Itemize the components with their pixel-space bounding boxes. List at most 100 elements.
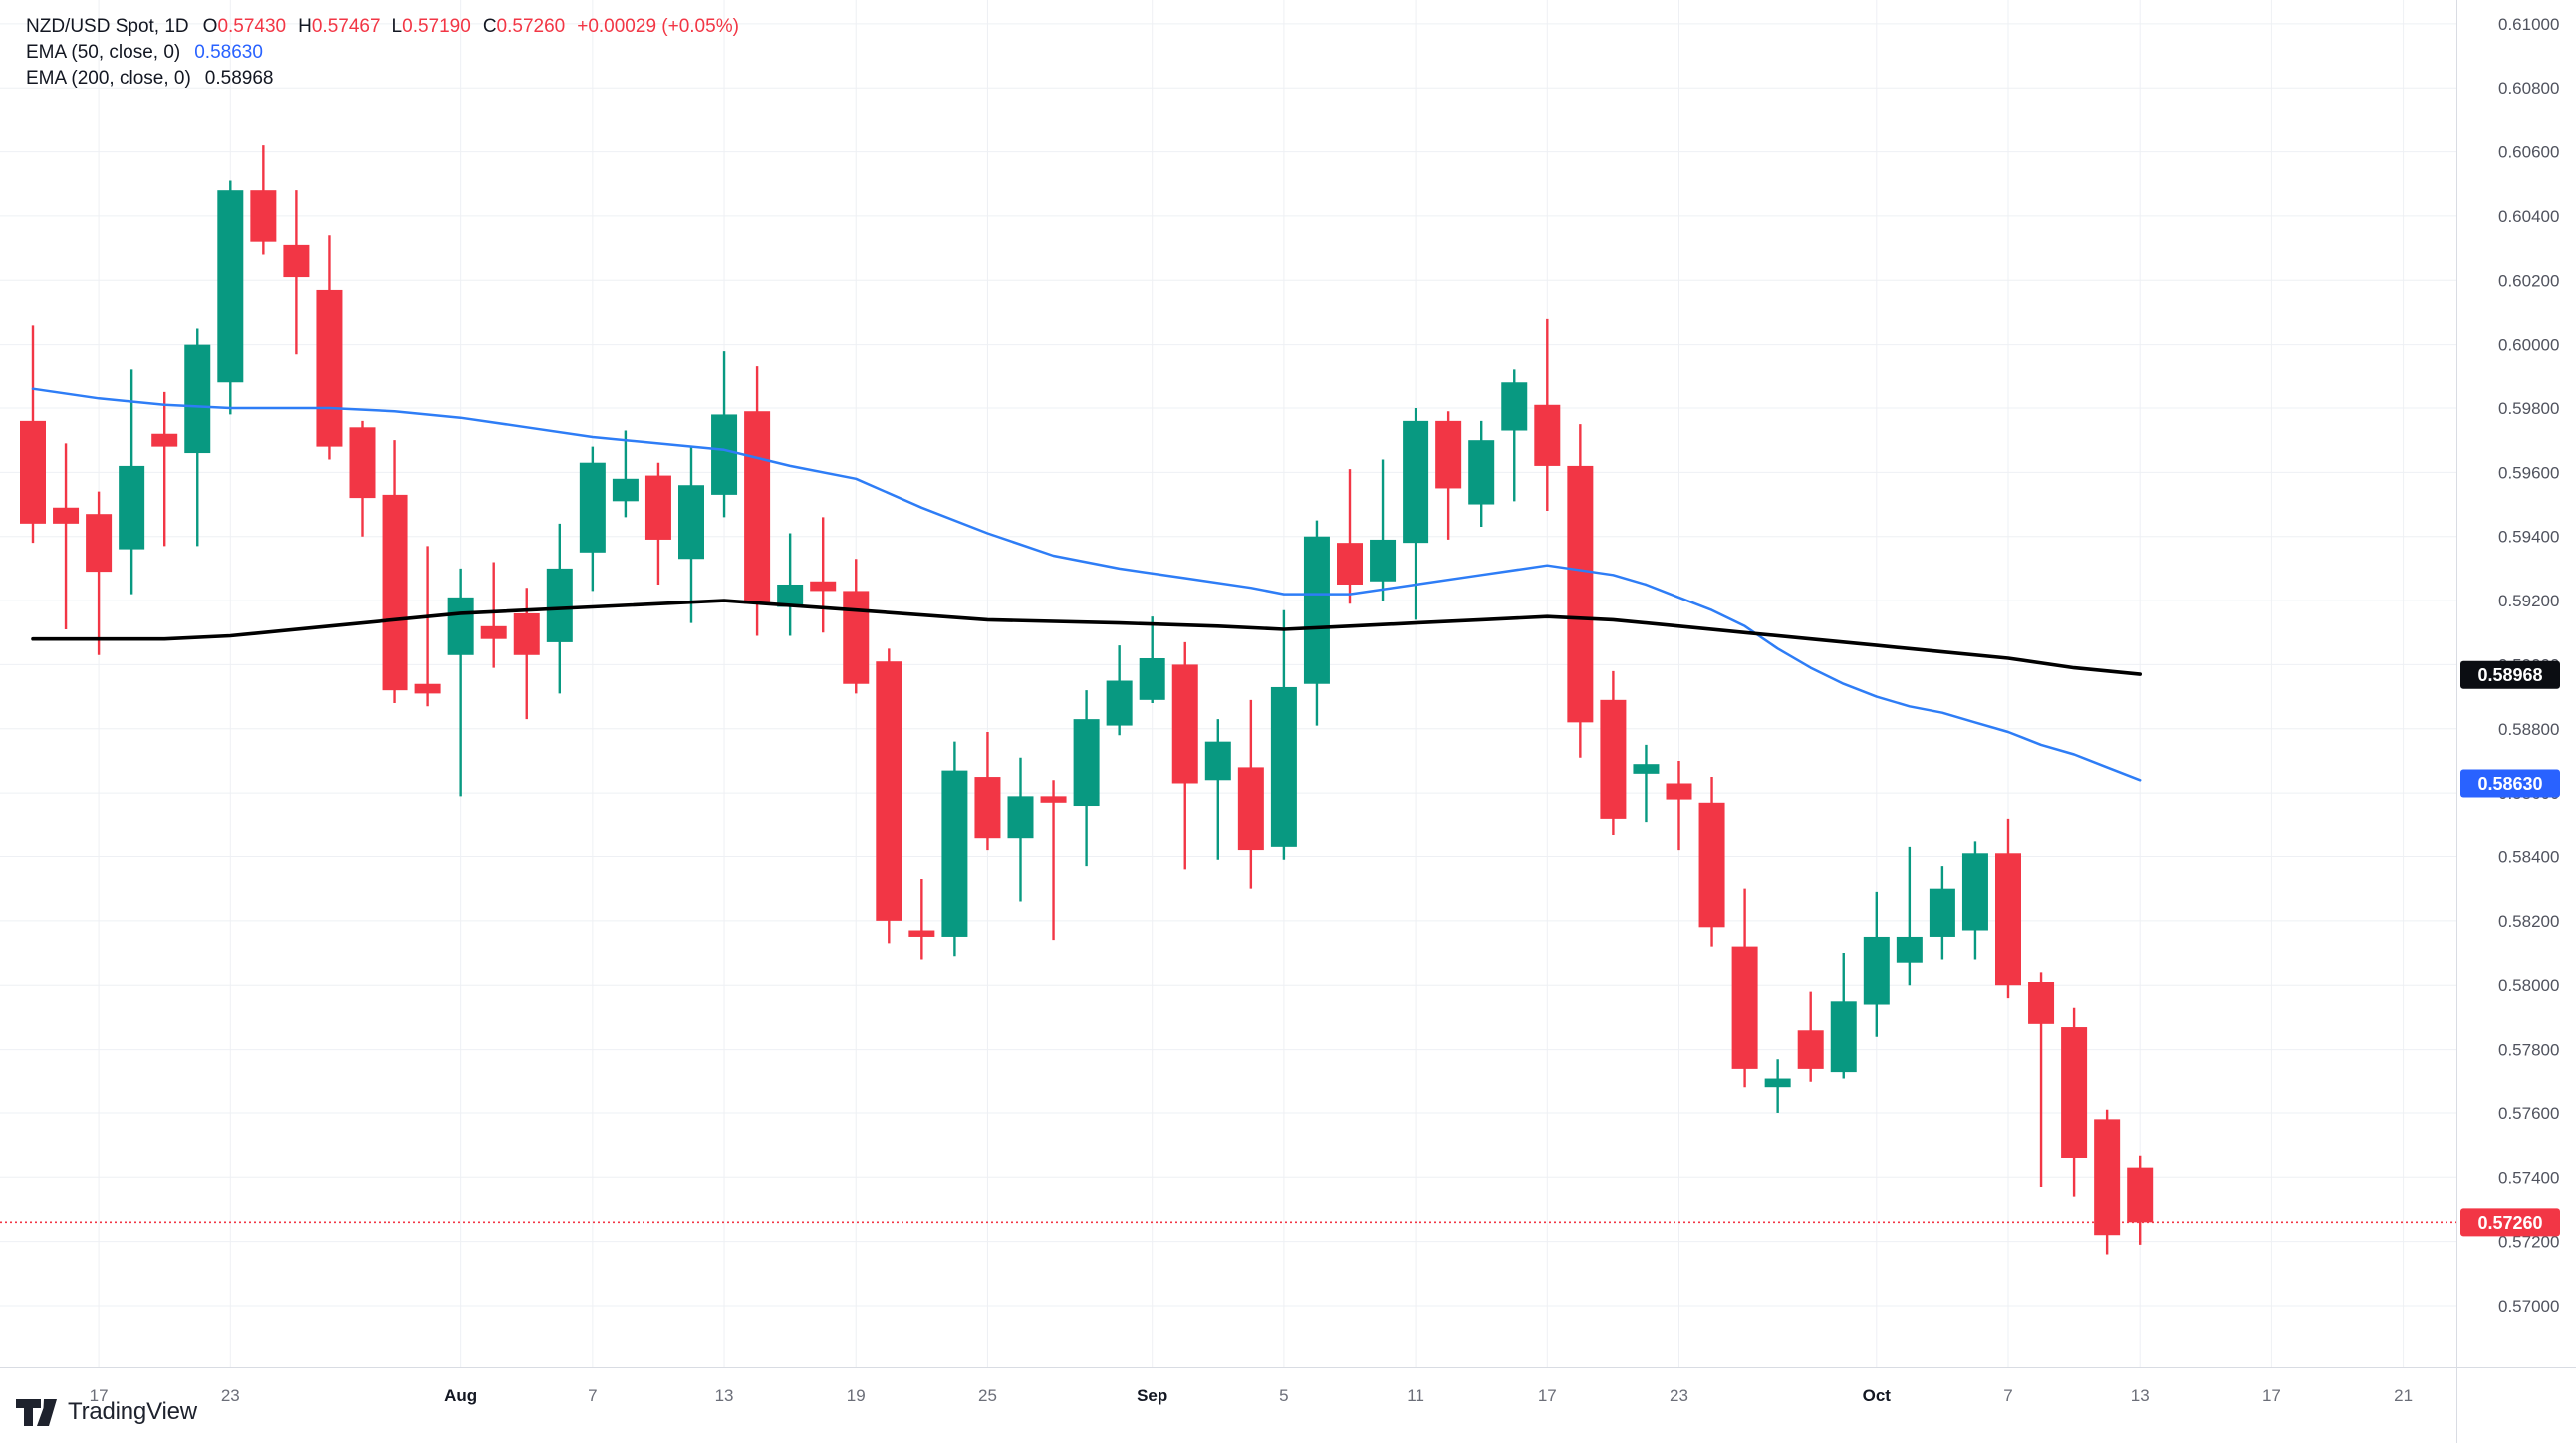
- candle: [250, 145, 277, 255]
- candle: [1337, 469, 1363, 604]
- candle: [777, 533, 804, 636]
- ema200-legend-row[interactable]: EMA (200, close, 0) 0.58968: [26, 66, 739, 92]
- candle: [711, 351, 738, 518]
- ema200-line: [31, 599, 2142, 676]
- candle: [20, 325, 46, 544]
- candle: [843, 559, 870, 694]
- svg-text:23: 23: [1670, 1386, 1688, 1405]
- open-value: 0.57430: [217, 16, 287, 37]
- candle: [1270, 609, 1297, 860]
- symbol-legend-row[interactable]: NZD/USD Spot, 1D O0.57430 H0.57467 L0.57190…: [26, 14, 739, 40]
- svg-text:25: 25: [978, 1386, 997, 1405]
- tradingview-wordmark: TradingView: [68, 1398, 197, 1425]
- candle: [1600, 670, 1627, 835]
- svg-text:0.57200: 0.57200: [2498, 1233, 2559, 1252]
- low-value: 0.57190: [402, 16, 471, 37]
- svg-text:21: 21: [2394, 1386, 2413, 1405]
- svg-text:7: 7: [588, 1386, 597, 1405]
- candle: [2028, 972, 2055, 1187]
- candle: [1731, 888, 1758, 1088]
- svg-text:11: 11: [1407, 1386, 1424, 1405]
- candle: [1237, 699, 1264, 889]
- svg-text:Oct: Oct: [1863, 1386, 1892, 1405]
- svg-text:0.59400: 0.59400: [2498, 528, 2559, 547]
- candle: [414, 546, 441, 707]
- candle: [2061, 1007, 2088, 1197]
- candle: [1139, 616, 1165, 704]
- candle: [1403, 408, 1429, 620]
- svg-text:7: 7: [2003, 1386, 2012, 1405]
- ema50-value: 0.58630: [194, 42, 263, 63]
- candle: [1435, 411, 1462, 540]
- candle: [1303, 520, 1330, 726]
- high-value: 0.57467: [311, 16, 381, 37]
- svg-text:5: 5: [1279, 1386, 1288, 1405]
- svg-text:0.60600: 0.60600: [2498, 143, 2559, 162]
- candle: [1073, 690, 1100, 867]
- candle: [513, 588, 540, 720]
- svg-text:0.58800: 0.58800: [2498, 720, 2559, 739]
- candles-layer: [20, 145, 2154, 1255]
- candle: [349, 420, 376, 537]
- open-label: O: [202, 16, 218, 37]
- candle: [1007, 757, 1034, 902]
- candle: [876, 648, 902, 944]
- svg-text:0.60400: 0.60400: [2498, 207, 2559, 226]
- candle: [1106, 645, 1133, 736]
- candle: [151, 391, 178, 547]
- price-badges: 0.58968 0.58630 0.57260: [2460, 660, 2560, 1237]
- candle: [1830, 953, 1857, 1079]
- last-price-badge: 0.57260: [2460, 1208, 2560, 1237]
- ema50-label: EMA (50, close, 0): [26, 42, 181, 63]
- svg-text:0.59200: 0.59200: [2498, 592, 2559, 610]
- svg-text:Sep: Sep: [1137, 1386, 1167, 1405]
- svg-text:0.60800: 0.60800: [2498, 79, 2559, 98]
- ema200-label: EMA (200, close, 0): [26, 68, 191, 89]
- svg-text:0.58968: 0.58968: [2477, 665, 2542, 685]
- candle: [644, 462, 671, 585]
- candle: [2127, 1155, 2154, 1245]
- candle: [316, 235, 343, 460]
- candle: [86, 491, 113, 655]
- svg-text:0.60200: 0.60200: [2498, 271, 2559, 290]
- candle: [744, 366, 771, 636]
- candle: [1204, 719, 1231, 860]
- svg-text:Aug: Aug: [444, 1386, 477, 1405]
- ema50-legend-row[interactable]: EMA (50, close, 0) 0.58630: [26, 40, 739, 66]
- close-label: C: [482, 16, 497, 37]
- tradingview-icon: [16, 1398, 57, 1426]
- svg-text:0.57000: 0.57000: [2498, 1297, 2559, 1316]
- svg-text:13: 13: [2131, 1386, 2150, 1405]
- candle: [941, 741, 968, 957]
- symbol-title: NZD/USD Spot, 1D: [26, 16, 189, 37]
- candle: [53, 443, 80, 630]
- ema200-badge: 0.58968: [2460, 660, 2560, 689]
- candle: [480, 562, 507, 668]
- candle: [1171, 641, 1198, 870]
- svg-text:13: 13: [715, 1386, 734, 1405]
- ema50-badge: 0.58630: [2460, 769, 2560, 798]
- candle: [1863, 891, 1890, 1037]
- candle: [908, 879, 935, 960]
- time-axis[interactable]: 17 23 Aug 7 13 19 25 Sep 5 11 17 23 Oct 7 13 17 21: [90, 1386, 2413, 1405]
- svg-text:23: 23: [221, 1386, 240, 1405]
- candle: [810, 517, 837, 633]
- high-label: H: [298, 16, 312, 37]
- candle: [283, 190, 310, 355]
- close-value: 0.57260: [496, 16, 566, 37]
- grid-lines: [0, 0, 2456, 1367]
- candle: [2094, 1109, 2121, 1255]
- candle: [119, 369, 145, 595]
- candle: [678, 446, 704, 623]
- candle: [1698, 777, 1725, 947]
- candle: [1995, 818, 2021, 999]
- svg-text:19: 19: [847, 1386, 866, 1405]
- candle: [1501, 369, 1528, 502]
- candle: [1666, 760, 1692, 851]
- candle: [1567, 424, 1594, 758]
- ema50-line: [31, 387, 2142, 782]
- tradingview-logo[interactable]: TradingView: [16, 1398, 197, 1426]
- svg-text:0.60000: 0.60000: [2498, 336, 2559, 355]
